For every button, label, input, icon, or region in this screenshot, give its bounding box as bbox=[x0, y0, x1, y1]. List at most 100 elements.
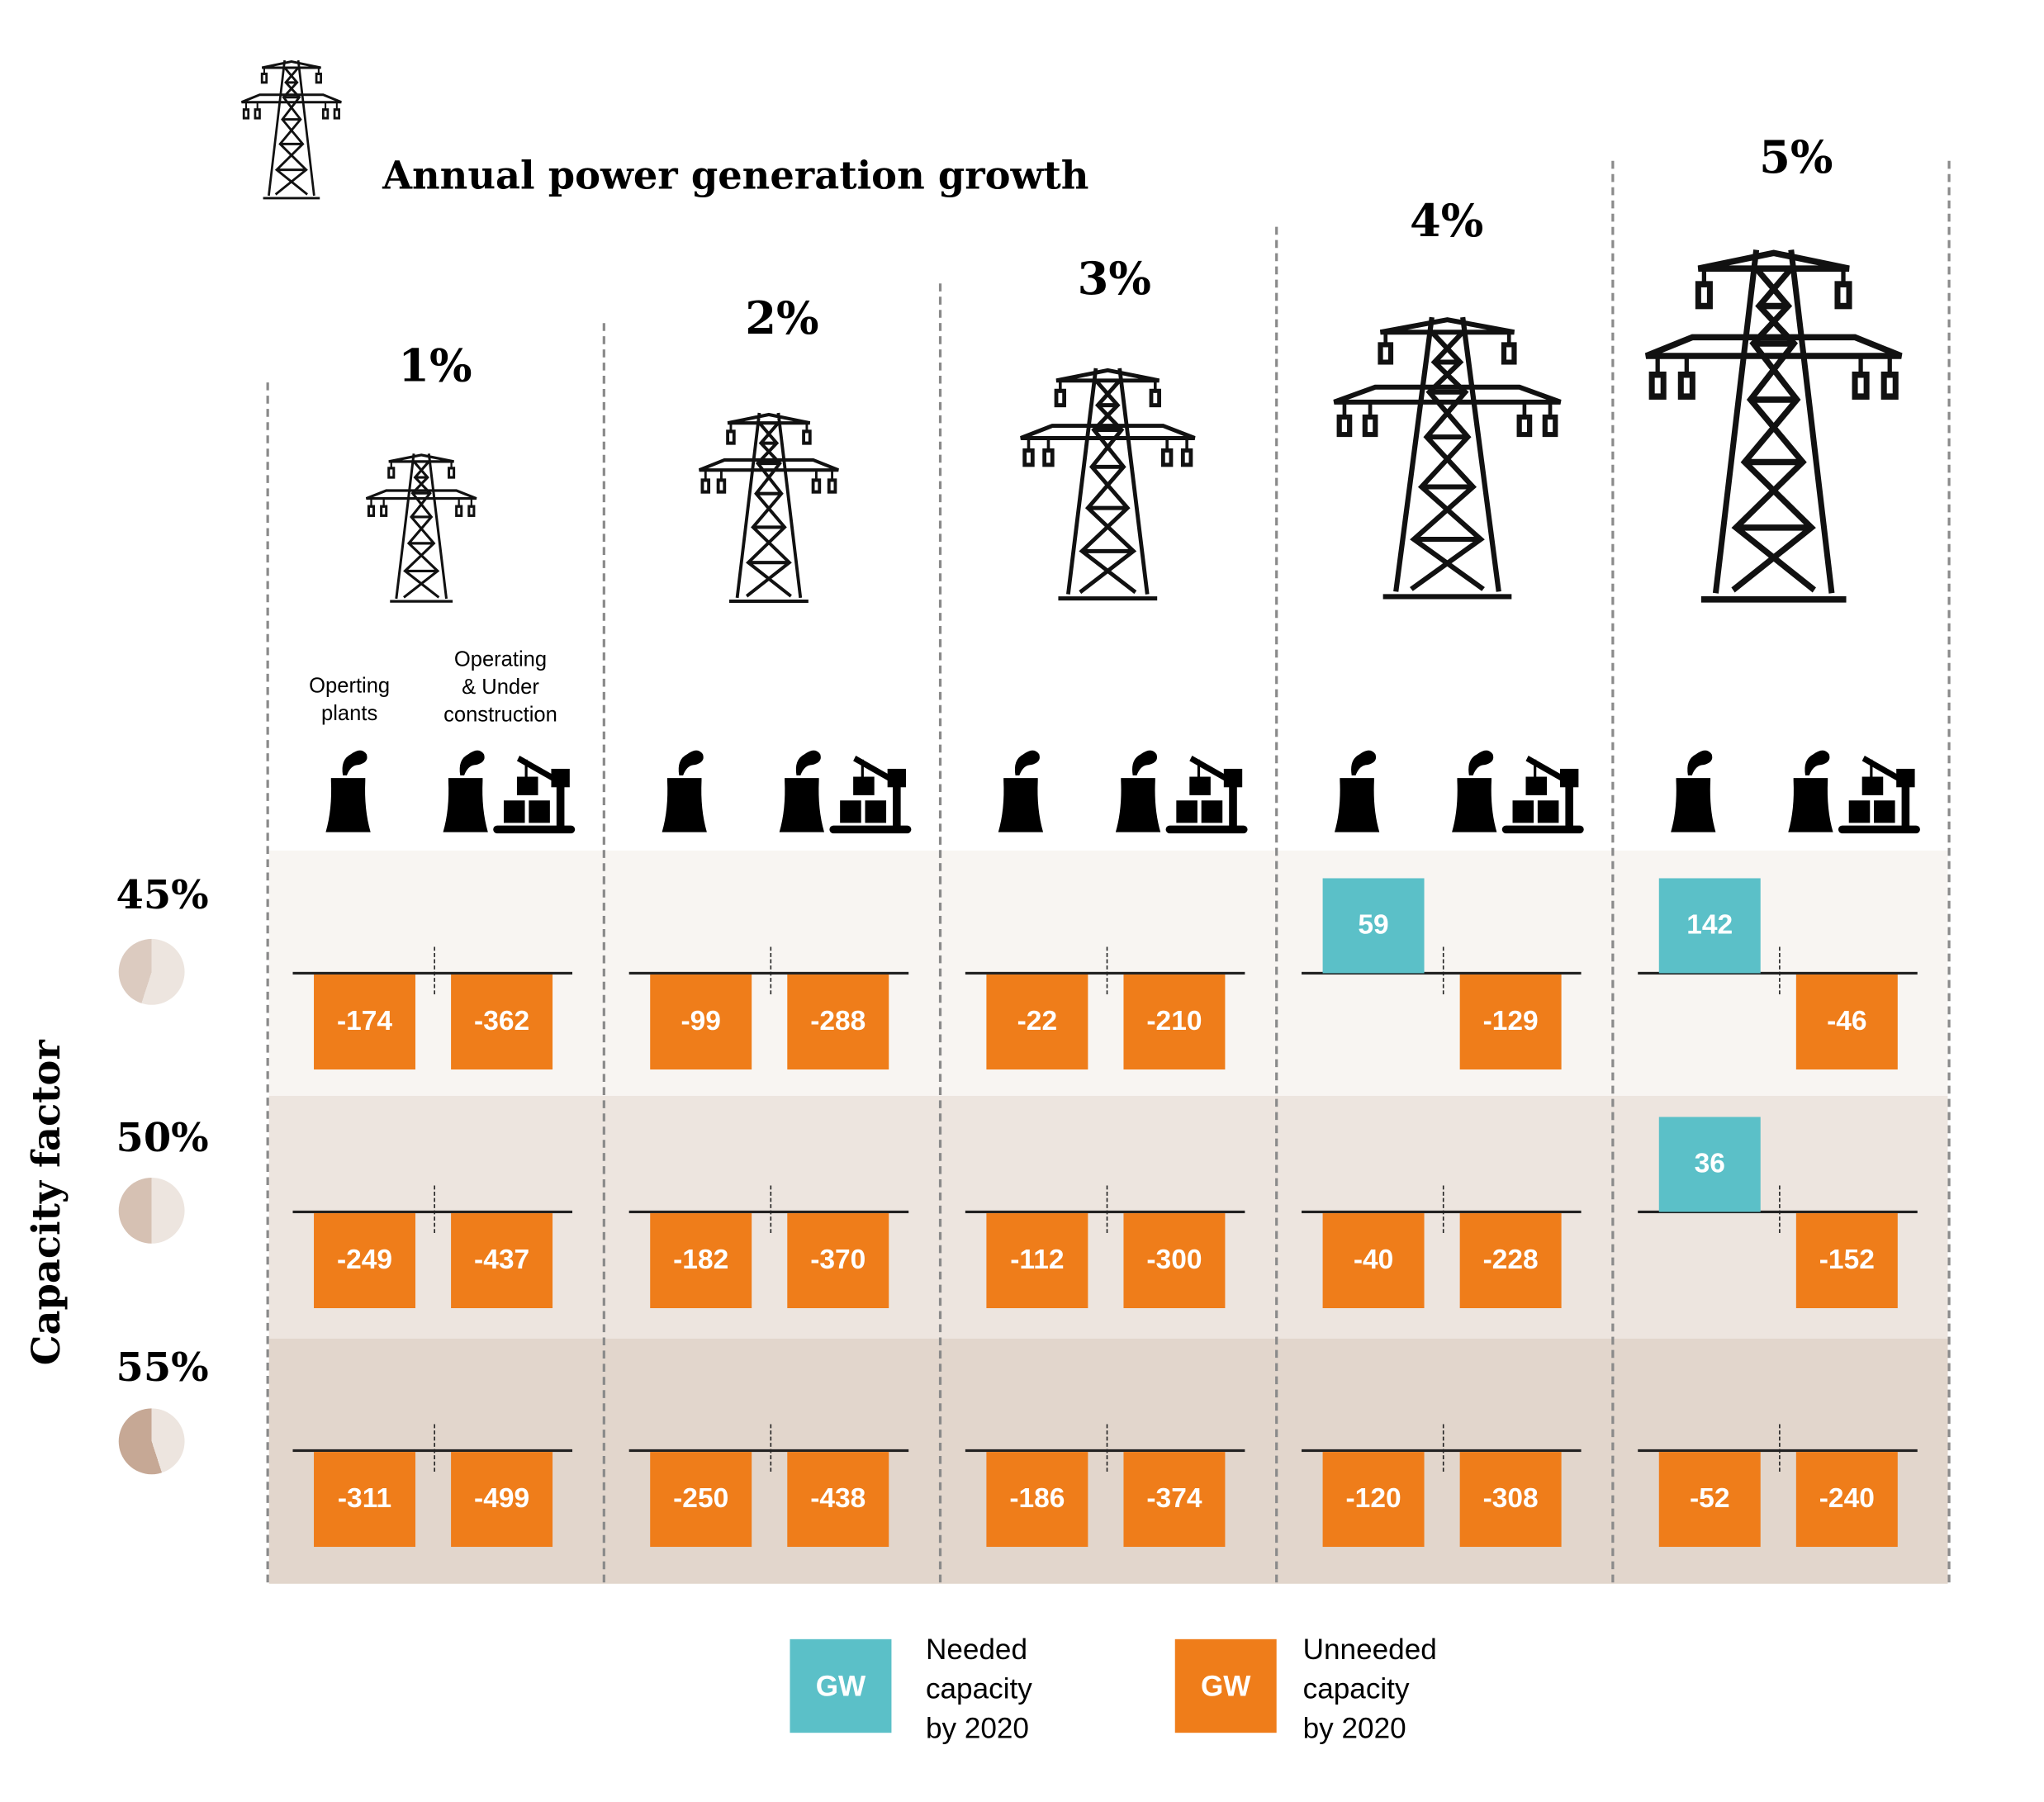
cooling-tower-icon bbox=[997, 749, 1044, 842]
column-divider bbox=[938, 283, 942, 1583]
baseline bbox=[628, 971, 909, 975]
growth-label: 1% bbox=[398, 339, 472, 393]
legend-text: capacity bbox=[925, 1672, 1032, 1705]
unneeded-capacity-bar: -40 bbox=[1322, 1213, 1425, 1309]
cooling-tower-icon bbox=[1450, 749, 1497, 842]
unneeded-capacity-bar: -52 bbox=[1658, 1452, 1761, 1548]
unneeded-capacity-bar: -22 bbox=[986, 975, 1088, 1070]
growth-label: 2% bbox=[745, 292, 819, 346]
tower-icon bbox=[1009, 360, 1207, 607]
capacity-pie-icon bbox=[118, 1408, 185, 1475]
unneeded-capacity-bar: -240 bbox=[1795, 1452, 1898, 1548]
label-text: Operating & Under construction bbox=[443, 648, 557, 727]
divider-tick bbox=[1442, 1185, 1444, 1234]
cooling-tower-icon bbox=[1670, 749, 1717, 842]
title-tower-icon bbox=[235, 55, 348, 203]
unneeded-capacity-bar: -186 bbox=[986, 1452, 1088, 1548]
column-divider bbox=[266, 382, 269, 1583]
baseline bbox=[1302, 1449, 1582, 1453]
divider-tick bbox=[1442, 946, 1444, 994]
growth-label: 3% bbox=[1077, 253, 1151, 306]
legend-text: Unneeded bbox=[1302, 1632, 1437, 1666]
capacity-factor-label: 45% bbox=[116, 873, 209, 919]
column-label-operating: Operting plants bbox=[283, 672, 415, 728]
construction-crane-icon bbox=[493, 753, 576, 840]
tower-icon bbox=[235, 55, 348, 203]
legend-text: by 2020 bbox=[925, 1711, 1029, 1745]
legend-text: capacity bbox=[1302, 1672, 1410, 1705]
divider-tick bbox=[770, 1424, 772, 1472]
baseline bbox=[965, 971, 1245, 975]
capacity-factor-label: 50% bbox=[116, 1115, 209, 1162]
capacity-pie-icon bbox=[118, 1177, 185, 1244]
cooling-tower-icon bbox=[442, 749, 489, 842]
needed-capacity-bar: 59 bbox=[1322, 878, 1425, 974]
unneeded-capacity-bar: -288 bbox=[787, 975, 889, 1070]
baseline bbox=[628, 1449, 909, 1453]
unneeded-capacity-bar: -182 bbox=[650, 1213, 752, 1309]
unneeded-capacity-bar: -499 bbox=[451, 1452, 553, 1548]
divider-tick bbox=[1779, 946, 1781, 994]
unneeded-capacity-bar: -362 bbox=[451, 975, 553, 1070]
label-text: Operting plants bbox=[309, 675, 391, 726]
cooling-tower-icon bbox=[778, 749, 825, 842]
baseline bbox=[292, 1449, 573, 1453]
unneeded-capacity-bar: -374 bbox=[1123, 1452, 1226, 1548]
divider-tick bbox=[434, 1424, 435, 1472]
tower-icon bbox=[1629, 237, 1918, 611]
divider-tick bbox=[770, 1185, 772, 1234]
divider-tick bbox=[434, 1185, 435, 1234]
baseline bbox=[1638, 971, 1918, 975]
legend-needed-swatch: GW bbox=[790, 1638, 892, 1733]
unneeded-capacity-bar: -437 bbox=[451, 1213, 553, 1309]
y-axis-label: Capacity factor bbox=[23, 1040, 69, 1366]
unneeded-capacity-bar: -228 bbox=[1459, 1213, 1562, 1309]
column-divider bbox=[1275, 226, 1278, 1583]
baseline bbox=[292, 971, 573, 975]
divider-tick bbox=[770, 946, 772, 994]
unneeded-capacity-bar: -308 bbox=[1459, 1452, 1562, 1548]
cooling-tower-icon bbox=[1333, 749, 1380, 842]
capacity-factor-label: 55% bbox=[116, 1344, 209, 1392]
divider-tick bbox=[1106, 1424, 1108, 1472]
baseline bbox=[1638, 1449, 1918, 1453]
tower-icon bbox=[358, 448, 484, 607]
unneeded-capacity-bar: -112 bbox=[986, 1213, 1088, 1309]
capacity-pie-icon bbox=[118, 938, 185, 1005]
construction-crane-icon bbox=[1838, 753, 1920, 840]
divider-tick bbox=[1442, 1424, 1444, 1472]
legend-text: by 2020 bbox=[1302, 1711, 1406, 1745]
divider-tick bbox=[1106, 946, 1108, 994]
legend-text: Needed bbox=[925, 1632, 1028, 1666]
column-divider bbox=[1611, 160, 1615, 1583]
column-divider bbox=[1947, 160, 1951, 1583]
divider-tick bbox=[1779, 1185, 1781, 1234]
growth-label: 5% bbox=[1759, 131, 1833, 185]
unneeded-capacity-bar: -210 bbox=[1123, 975, 1226, 1070]
unneeded-capacity-bar: -152 bbox=[1795, 1213, 1898, 1309]
unneeded-capacity-bar: -129 bbox=[1459, 975, 1562, 1070]
construction-crane-icon bbox=[1501, 753, 1584, 840]
unneeded-capacity-bar: -120 bbox=[1322, 1452, 1425, 1548]
cooling-tower-icon bbox=[1114, 749, 1161, 842]
tower-icon bbox=[690, 406, 848, 608]
baseline bbox=[965, 1449, 1245, 1453]
baseline bbox=[1302, 1210, 1582, 1214]
cooling-tower-icon bbox=[661, 749, 708, 842]
unneeded-capacity-bar: -249 bbox=[314, 1213, 415, 1309]
baseline bbox=[628, 1210, 909, 1214]
legend-unneeded-swatch: GW bbox=[1174, 1638, 1277, 1733]
baseline bbox=[965, 1210, 1245, 1214]
cooling-tower-icon bbox=[1787, 749, 1834, 842]
unneeded-capacity-bar: -311 bbox=[314, 1452, 415, 1548]
unneeded-capacity-bar: -438 bbox=[787, 1452, 889, 1548]
tower-icon bbox=[1319, 307, 1576, 606]
baseline bbox=[1638, 1210, 1918, 1214]
unneeded-capacity-bar: -250 bbox=[650, 1452, 752, 1548]
column-divider bbox=[602, 323, 605, 1583]
construction-crane-icon bbox=[1165, 753, 1248, 840]
divider-tick bbox=[434, 946, 435, 994]
needed-capacity-bar: 36 bbox=[1658, 1117, 1761, 1212]
unneeded-capacity-bar: -46 bbox=[1795, 975, 1898, 1070]
